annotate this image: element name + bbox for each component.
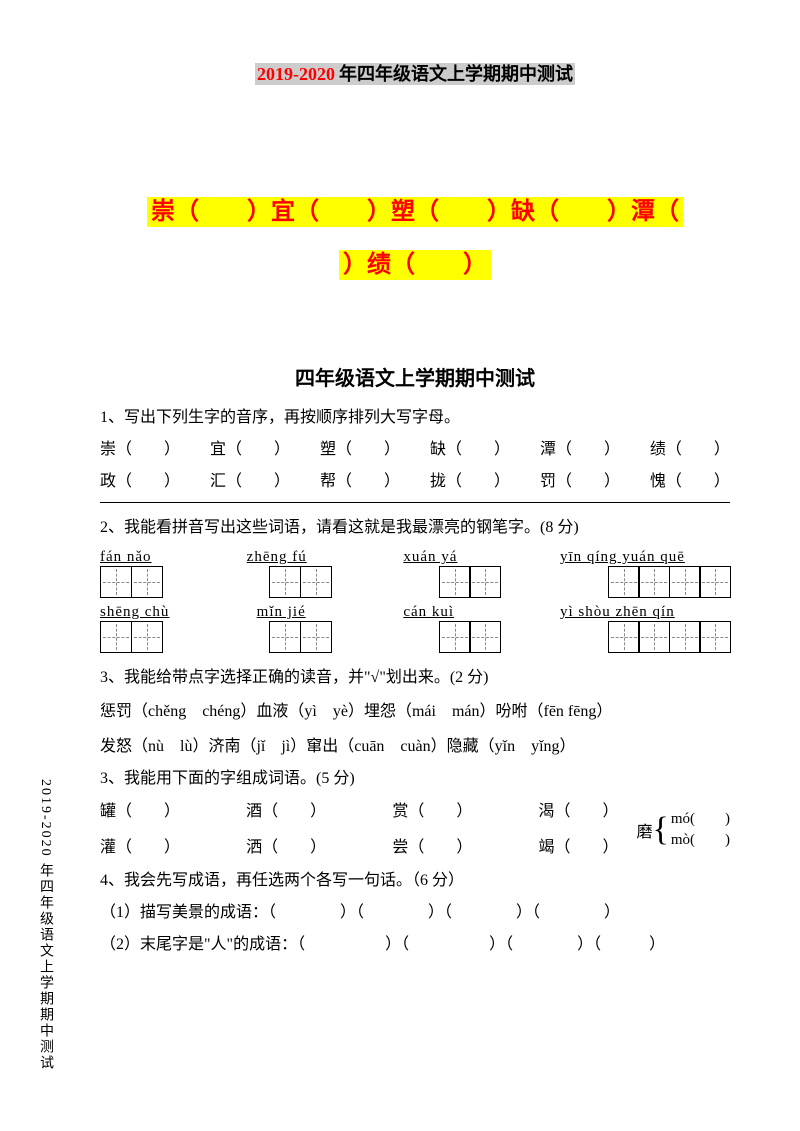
q3b-r2: 灌（ ） 洒（ ） 尝（ ） 竭（ ）	[100, 830, 618, 865]
hl-line-2: ）绩（ ）	[339, 250, 491, 280]
highlight-block: 崇（ ）宜（ ）塑（ ）缺（ ）潭（ ）绩（ ）	[100, 186, 730, 292]
py1: fán nǎo	[100, 549, 180, 566]
q1-r1-c4: 缺（ ）	[430, 435, 510, 465]
q3-l1: 惩罚（chěng chéng）血液（yì yè）埋怨（mái mán）吩咐（fē…	[100, 694, 730, 729]
r1c3: 赏（ ）	[392, 794, 472, 829]
q2-pinyin-2: shēng chù mǐn jié cán kuì yì shòu zhēn q…	[100, 604, 730, 621]
brace-icon: {	[653, 813, 669, 847]
q4-l1: （1）描写美景的成语：（ ）（ ）（ ）（ ）	[100, 897, 730, 929]
q2-pinyin-1: fán nǎo zhēng fú xuán yá yīn qíng yuán q…	[100, 549, 730, 566]
q1-r2-c3: 帮（ ）	[320, 467, 400, 497]
r2c1: 灌（ ）	[100, 830, 180, 865]
r2c4: 竭（ ）	[538, 830, 618, 865]
q3b-r1: 罐（ ） 酒（ ） 赏（ ） 渴（ ）	[100, 794, 618, 829]
q2-boxes-2	[100, 621, 730, 653]
brace-group: 磨 { mó( ) mò( )	[636, 809, 730, 851]
q1-r2-c2: 汇（ ）	[210, 467, 290, 497]
q1-r2-c1: 政（ ）	[100, 467, 180, 497]
py4: yīn qíng yuán quē	[560, 549, 730, 566]
r1c4: 渴（ ）	[538, 794, 618, 829]
py3: xuán yá	[403, 549, 493, 566]
q1-row1: 崇（ ） 宜（ ） 塑（ ） 缺（ ） 潭（ ） 绩（ ）	[100, 435, 730, 465]
page-title: 2019-2020年四年级语文上学期期中测试	[100, 60, 730, 86]
q1-r1-c5: 潭（ ）	[540, 435, 620, 465]
r1c2: 酒（ ）	[246, 794, 326, 829]
r2c2: 洒（ ）	[246, 830, 326, 865]
bg5	[100, 621, 161, 653]
side-label: 2019-2020 年四年级语文上学期期中测试	[35, 779, 55, 1071]
bg1	[100, 566, 161, 598]
hl-line-1: 崇（ ）宜（ ）塑（ ）缺（ ）潭（	[147, 197, 683, 227]
q1-r1-c2: 宜（ ）	[210, 435, 290, 465]
q1-r1-c3: 塑（ ）	[320, 435, 400, 465]
r2c3: 尝（ ）	[392, 830, 472, 865]
q1-r1-c6: 绩（ ）	[650, 435, 730, 465]
q4-l2: （2）末尾字是"人"的成语：（ ）（ ）（ ）（ ）	[100, 929, 730, 961]
py2: zhēng fú	[247, 549, 337, 566]
brace-opt1: mó( )	[671, 809, 730, 830]
py5: shēng chù	[100, 604, 190, 621]
bg3	[439, 566, 500, 598]
divider	[100, 502, 730, 503]
bg8	[608, 621, 730, 653]
bg4	[608, 566, 730, 598]
brace-opt2: mò( )	[671, 830, 730, 851]
q4-prompt: 4、我会先写成语，再任选两个各写一句话。（6 分）	[100, 865, 730, 897]
bg2	[269, 566, 330, 598]
q2-prompt: 2、我能看拼音写出这些词语，请看这就是我最漂亮的钢笔字。(8 分)	[100, 513, 730, 543]
q2-boxes-1	[100, 566, 730, 598]
q3-l2: 发怒（nù lù）济南（jǐ jì）窜出（cuān cuàn）隐藏（yǐn yǐ…	[100, 729, 730, 764]
q1-r2-c5: 罚（ ）	[540, 467, 620, 497]
title-rest: 年四年级语文上学期期中测试	[337, 63, 575, 85]
q1-prompt: 1、写出下列生字的音序，再按顺序排列大写字母。	[100, 403, 730, 433]
brace-char: 磨	[636, 818, 652, 842]
r1c1: 罐（ ）	[100, 794, 180, 829]
title-year: 2019-2020	[255, 63, 337, 85]
q1-r2-c4: 拢（ ）	[430, 467, 510, 497]
q3b-prompt: 3、我能用下面的字组成词语。(5 分)	[100, 764, 730, 794]
bg6	[269, 621, 330, 653]
bg7	[439, 621, 500, 653]
q3-prompt: 3、我能给带点字选择正确的读音，并"√"划出来。(2 分)	[100, 663, 730, 693]
sub-title: 四年级语文上学期期中测试	[100, 362, 730, 391]
q1-r1-c1: 崇（ ）	[100, 435, 180, 465]
py7: cán kuì	[403, 604, 493, 621]
q1-r2-c6: 愧（ ）	[650, 467, 730, 497]
py8: yì shòu zhēn qín	[560, 604, 730, 621]
q1-row2: 政（ ） 汇（ ） 帮（ ） 拢（ ） 罚（ ） 愧（ ）	[100, 467, 730, 497]
py6: mǐn jié	[257, 604, 337, 621]
